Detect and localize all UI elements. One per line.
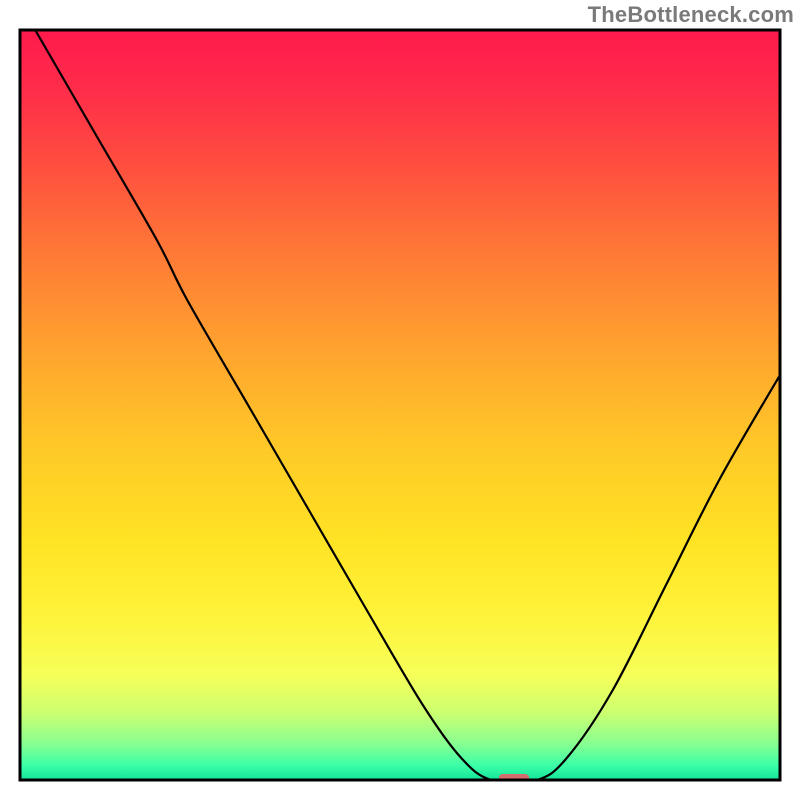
- watermark-text: TheBottleneck.com: [588, 2, 794, 28]
- chart-container: TheBottleneck.com: [0, 0, 800, 800]
- bottleneck-curve-chart: [0, 0, 800, 800]
